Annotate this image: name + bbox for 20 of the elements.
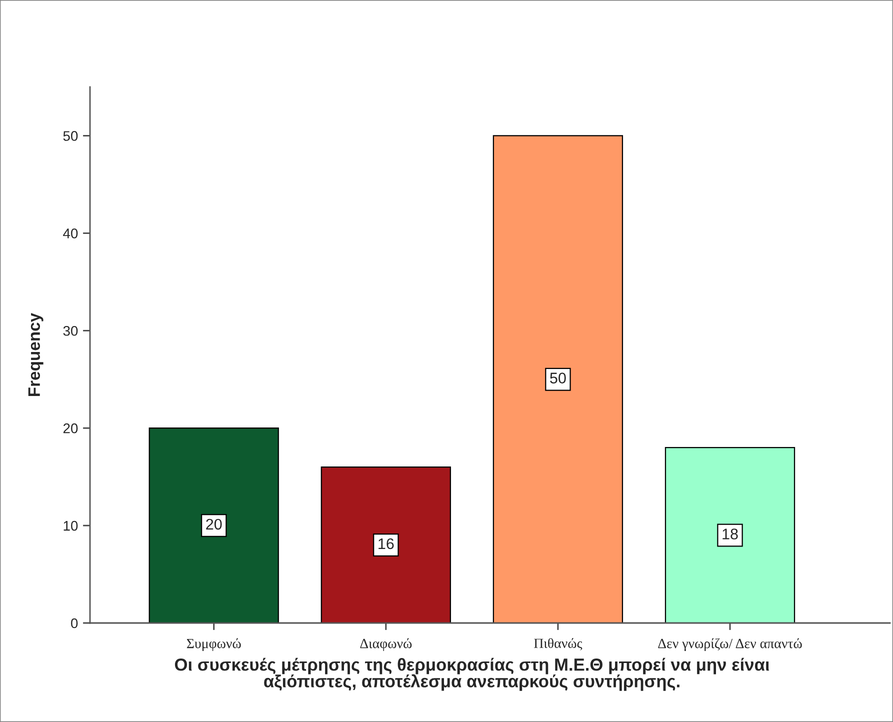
bar — [148, 428, 279, 623]
y-tick-label: 10 — [64, 520, 78, 531]
y-tick-label: 20 — [63, 423, 78, 434]
data-label: 18 — [722, 528, 738, 540]
y-tick-label: 30 — [63, 326, 78, 336]
bar — [320, 466, 451, 623]
x-axis-title: Οι συσκευές μέτρησης της θερμοκρασίας στη Μ.Ε.Θ μπορεί να μην είναι αξιόπιστες, αποτέλεσμα ανεπαρκούς συντήρησης. — [174, 658, 770, 691]
bar — [492, 135, 624, 623]
bar — [664, 447, 796, 623]
y-axis-title: Frequency — [28, 312, 44, 396]
y-tick-label: 0 — [71, 618, 78, 628]
data-label: 50 — [550, 372, 566, 384]
x-tick-label: Δεν γνωρίζω/ Δεν απαντώ — [658, 638, 802, 652]
y-tick-label: 40 — [63, 228, 78, 238]
x-tick-label: Διαφωνώ — [360, 638, 412, 652]
data-label: 16 — [378, 538, 394, 550]
x-tick-label: Πιθανώς — [534, 638, 582, 650]
x-tick-label: Συμφωνώ — [186, 638, 241, 652]
data-label: 20 — [206, 518, 222, 530]
y-tick-label: 50 — [63, 131, 78, 141]
